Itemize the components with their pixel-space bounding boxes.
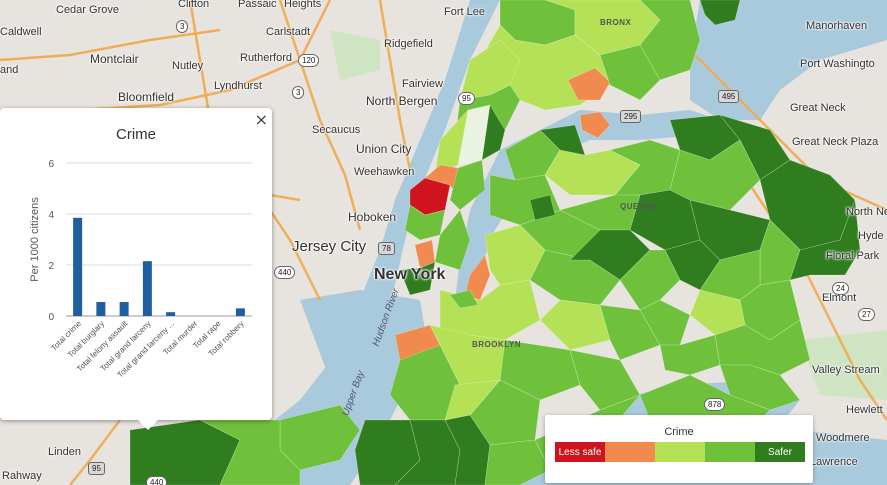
place-label-north-bergen: North Bergen [366,94,438,108]
place-label-hyde: Hyde [858,230,884,242]
place-label-bloomfield: Bloomfield [118,90,175,104]
legend-scale: Less safe Safer [555,442,805,462]
place-label-secaucus: Secaucus [312,124,361,136]
close-icon[interactable]: × [254,110,268,129]
place-label-new-york: New York [374,266,446,283]
place-label-fairview: Fairview [402,78,443,90]
y-tick-label: 6 [48,159,54,170]
crime-legend: Crime Less safe Safer [545,415,813,483]
place-label-valley-stream: Valley Stream [812,364,880,376]
region-manhattan-lower-east [434,209,471,271]
place-label-rahway: Rahway [2,470,42,482]
region-brooklyn-sheepshead [484,439,551,485]
region-nassau-border [789,199,861,281]
region-bronx-park [699,0,741,26]
y-tick-label: 2 [48,261,54,272]
region-manhattan-downtown [399,261,436,296]
region-bronx-east [639,0,701,81]
place-label-port-washington: Port Washingto [800,58,875,70]
region-brooklyn-sw [444,379,501,421]
region-bronx-southeast [599,44,661,101]
legend-swatch [705,442,755,462]
crime-regions[interactable] [129,0,861,485]
route-shield-s878: 878 [704,398,726,411]
region-manhattan-midtown-east [449,159,486,211]
region-staten-island-center [199,419,301,485]
place-label-linden: Linden [48,446,82,458]
place-label-passaic: Passaic [238,0,277,10]
place-label-lyndhurst: Lyndhurst [214,80,262,92]
bar[interactable] [166,312,176,316]
popup-title: Crime [116,126,156,143]
place-label-great-neck: Great Neck [790,102,846,114]
region-brooklyn-crown-heights [499,339,581,401]
legend-title: Crime [664,426,694,438]
hudson-river-water [240,0,500,485]
place-label-jersey-city: Jersey City [292,238,367,255]
place-label-rutherford: Rutherford [240,52,292,64]
route-shield-s3: 3 [176,20,189,33]
place-label-lawrence: Lawrence [810,456,858,468]
place-label-nutley: Nutley [172,60,204,72]
bar[interactable] [73,217,83,316]
place-label-heights: Heights [284,0,322,10]
place-label-manorhaven: Manorhaven [806,20,868,32]
place-label-hoboken: Hoboken [348,210,397,224]
y-tick-label: 4 [48,210,54,221]
place-label-floral-park: Floral Park [826,250,880,262]
y-axis-label: Per 1000 citizens [29,197,41,282]
region-manhattan-ues [481,104,506,161]
place-label-union-city: Union City [356,142,412,156]
place-label-carlstadt: Carlstadt [266,26,311,38]
place-label-ridgefield: Ridgefield [384,38,433,50]
place-label-bronx: BRONX [600,18,632,27]
sound-water [640,0,887,120]
bar[interactable] [119,301,129,316]
bar[interactable] [96,301,106,316]
route-shield-s295: 295 [620,110,642,123]
route-shield-s120: 120 [298,54,320,67]
place-label-fort-lee: Fort Lee [444,6,485,18]
bar[interactable] [142,261,152,316]
region-rikers [579,111,611,139]
route-shield-s95: 95 [88,462,105,475]
place-label-north-new: North New [846,206,887,218]
route-shield-s3b: 3 [292,86,305,99]
route-shield-s95b: 95 [458,92,475,105]
legend-swatch [655,442,705,462]
park-area [800,330,887,400]
route-shield-s27: 27 [858,308,875,321]
region-bronx-hunts-point [567,67,611,101]
route-shield-s440b: 440 [146,476,168,485]
place-label-montclair: Montclair [90,52,139,66]
place-label-brooklyn: BROOKLYN [472,340,522,349]
legend-swatch: Less safe [555,442,605,462]
route-shield-s24: 24 [832,282,849,295]
bar[interactable] [235,308,245,316]
region-governors-island [449,289,479,309]
region-queens-ozone [639,299,691,346]
place-label-woodmere: Woodmere [816,432,870,444]
y-tick-label: 0 [48,312,54,323]
crime-popup: × Crime 0 2 4 6 Per 1000 citizens Total crime… [0,108,272,430]
region-queens-woodside [529,194,556,221]
legend-swatch: Safer [755,442,805,462]
park-area [330,30,380,80]
route-shield-s278: 78 [378,242,395,255]
place-label-clifton: Clifton [178,0,210,10]
region-manhattan-uws [434,109,469,176]
route-shield-s495: 495 [718,90,740,103]
place-label-queens: QUEENS [620,202,657,211]
place-label-cedar-grove: Cedar Grove [56,4,119,16]
place-label-hewlett: Hewlett [846,404,883,416]
route-shield-s440: 440 [274,266,296,279]
place-label-rand: and [0,64,19,76]
place-label-weehawken: Weehawken [354,166,415,178]
legend-swatch [605,442,655,462]
place-label-caldwell: Caldwell [0,26,42,38]
place-label-great-neck-plaza: Great Neck Plaza [792,136,879,148]
place-label-elmont: Elmont [822,292,857,304]
